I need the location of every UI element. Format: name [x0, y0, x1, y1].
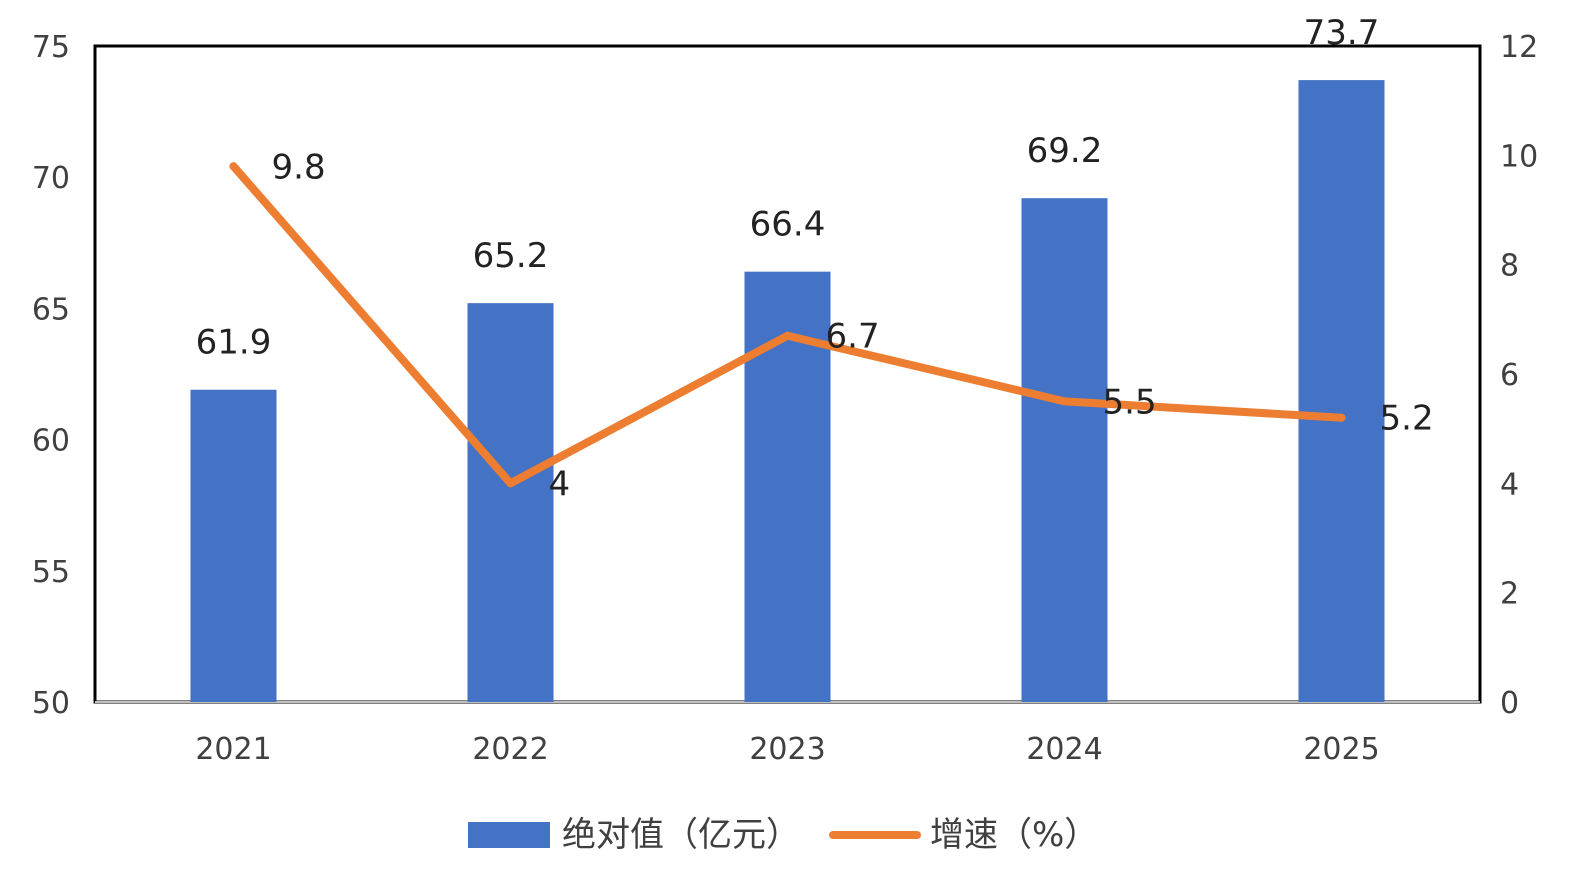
right-axis-ticks: 0 2 4 6 8 10 12	[1500, 30, 1538, 721]
category-label: 2022	[472, 732, 548, 767]
right-tick-label: 6	[1500, 358, 1519, 393]
bar	[190, 389, 277, 702]
bar	[467, 303, 554, 702]
right-tick-label: 2	[1500, 577, 1519, 612]
bar-value-label: 65.2	[473, 236, 549, 276]
line-point	[1337, 413, 1346, 422]
right-tick-label: 10	[1500, 139, 1538, 174]
bar-value-label: 61.9	[196, 323, 272, 363]
legend: 绝对值（亿元） 增速（%）	[468, 815, 1098, 855]
left-tick-label: 50	[32, 686, 70, 721]
category-label: 2025	[1303, 732, 1379, 767]
bar-series	[190, 80, 1385, 702]
left-tick-label: 70	[32, 161, 70, 196]
legend-label-bar: 绝对值（亿元）	[562, 815, 800, 855]
line-data-labels: 9.8 4 6.7 5.5 5.2	[272, 147, 1434, 504]
line-value-label: 6.7	[826, 317, 880, 357]
line-point	[229, 162, 238, 171]
category-label: 2021	[195, 732, 271, 767]
bar-value-label: 69.2	[1027, 131, 1103, 171]
bar	[1298, 80, 1385, 702]
line-value-label: 5.2	[1380, 399, 1434, 439]
line-point	[1060, 397, 1069, 406]
right-tick-label: 4	[1500, 467, 1519, 502]
left-tick-label: 65	[32, 292, 70, 327]
right-tick-label: 12	[1500, 30, 1538, 65]
legend-label-line: 增速（%）	[930, 815, 1098, 855]
category-label: 2024	[1026, 732, 1102, 767]
left-tick-label: 60	[32, 424, 70, 459]
right-tick-label: 0	[1500, 686, 1519, 721]
category-label: 2023	[749, 732, 825, 767]
bar-data-labels: 61.9 65.2 66.4 69.2 73.7	[196, 13, 1380, 363]
right-tick-label: 8	[1500, 249, 1519, 284]
line-point	[506, 479, 515, 488]
left-axis-ticks: 50 55 60 65 70 75	[32, 30, 70, 721]
bar-value-label: 66.4	[750, 205, 826, 245]
bar-value-label: 73.7	[1304, 13, 1380, 53]
line-point	[783, 331, 792, 340]
line-value-label: 5.5	[1103, 382, 1157, 422]
line-value-label: 9.8	[272, 147, 326, 187]
category-axis-labels: 2021 2022 2023 2024 2025	[195, 732, 1379, 767]
left-tick-label: 75	[32, 30, 70, 65]
bar	[1021, 198, 1108, 702]
line-series	[229, 162, 1346, 488]
left-tick-label: 55	[32, 555, 70, 590]
legend-swatch-bar	[468, 822, 550, 848]
line-value-label: 4	[549, 464, 571, 504]
